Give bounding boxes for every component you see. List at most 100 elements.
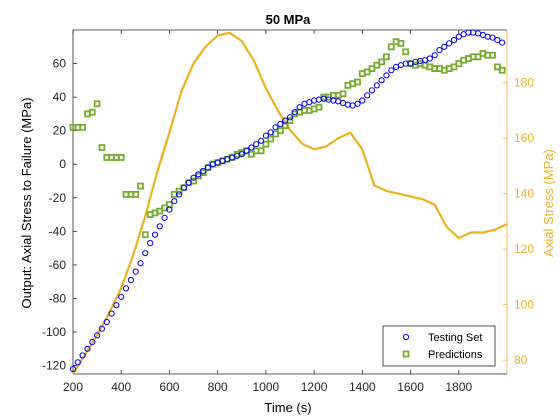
point-testing-set [446, 40, 453, 47]
chart-title: 50 MPa [266, 12, 312, 27]
point-predictions [368, 65, 376, 72]
point-predictions [402, 48, 410, 56]
point-testing-set [204, 164, 212, 171]
y-tick-label-left: -120 [42, 359, 66, 373]
x-tick-label: 1800 [445, 380, 472, 394]
point-testing-set [499, 39, 506, 46]
point-testing-set [431, 52, 438, 59]
x-tick-label: 1600 [397, 380, 424, 394]
point-testing-set [436, 47, 443, 54]
point-predictions [141, 231, 149, 239]
point-predictions [489, 51, 496, 59]
point-testing-set [262, 132, 269, 139]
point-testing-set [258, 137, 265, 144]
point-testing-set [378, 77, 385, 84]
point-testing-set [69, 365, 77, 373]
point-predictions [387, 43, 395, 51]
point-testing-set [94, 332, 101, 339]
x-tick-label: 200 [63, 380, 83, 394]
point-testing-set [122, 285, 130, 292]
y-axis-title-left: Output: Axial Stress to Failure (MPa) [19, 98, 34, 309]
x-tick-label: 600 [159, 380, 179, 394]
point-testing-set [84, 345, 91, 352]
point-predictions [339, 90, 347, 98]
axes-layer: 200 400 600 800 1000 1200 1400 1600 1800-120-100… [42, 29, 534, 394]
point-predictions [378, 58, 386, 66]
point-testing-set [354, 100, 361, 107]
point-predictions [498, 66, 506, 74]
point-testing-set [142, 250, 149, 257]
point-testing-set [282, 117, 289, 124]
y-tick-label-right: 180 [514, 76, 534, 90]
point-testing-set [238, 151, 245, 158]
legend-marker-predictions [402, 350, 410, 358]
y-axis-title-right: Axial Stress (MPa) [541, 149, 556, 257]
y-tick-label-right: 80 [514, 353, 528, 367]
point-testing-set [127, 276, 134, 284]
point-testing-set [200, 167, 207, 175]
x-tick-label: 1200 [301, 380, 328, 394]
point-testing-set [176, 191, 183, 198]
point-predictions [98, 144, 106, 151]
data-layer [69, 29, 508, 375]
point-predictions [276, 127, 284, 135]
point-predictions [257, 147, 265, 155]
y-tick-label-left: -100 [42, 325, 66, 339]
point-predictions [315, 103, 323, 111]
point-testing-set [137, 260, 144, 267]
point-predictions [132, 190, 140, 198]
point-predictions [79, 123, 86, 131]
point-predictions [117, 154, 125, 161]
y-tick-label-right: 140 [514, 187, 534, 201]
x-tick-label: 400 [111, 380, 131, 394]
point-testing-set [489, 34, 496, 41]
legend-label-predictions: Predictions [428, 349, 483, 361]
y-tick-label-left: 40 [53, 90, 67, 104]
point-testing-set [118, 293, 125, 300]
point-testing-set [359, 97, 366, 104]
point-testing-set [267, 129, 274, 136]
point-predictions [93, 100, 101, 108]
legend-marker-testing-set [402, 333, 410, 341]
point-testing-set [132, 268, 139, 275]
legend-box [382, 325, 496, 367]
point-predictions [382, 53, 390, 61]
point-testing-set [243, 147, 250, 154]
point-predictions [493, 63, 501, 71]
point-testing-set [171, 198, 178, 205]
point-testing-set [156, 223, 163, 230]
point-testing-set [383, 72, 390, 79]
point-testing-set [388, 67, 395, 74]
legend-label-testing-set: Testing Set [428, 332, 482, 344]
x-tick-label: 800 [208, 380, 228, 394]
point-testing-set [450, 37, 458, 44]
point-testing-set [195, 171, 202, 178]
x-tick-label: 1000 [253, 380, 280, 394]
point-testing-set [455, 33, 462, 40]
point-testing-set [291, 109, 298, 116]
x-axis-title: Time (s) [264, 400, 311, 415]
y-tick-label-left: 0 [59, 157, 66, 171]
y-tick-label-right: 160 [514, 131, 534, 145]
text-layer: 50 MPa Time (s) Output: Axial Stress to … [19, 12, 556, 415]
point-testing-set [272, 124, 279, 131]
point-testing-set [151, 231, 159, 238]
x-tick-label: 1400 [349, 380, 376, 394]
y-tick-label-left: 60 [53, 57, 67, 71]
point-testing-set [98, 325, 106, 332]
point-predictions [88, 108, 96, 116]
point-testing-set [286, 114, 294, 121]
point-testing-set [147, 240, 154, 247]
point-testing-set [296, 104, 303, 111]
point-testing-set [161, 214, 168, 221]
legend: Testing Set Predictions [382, 325, 496, 367]
point-testing-set [166, 206, 173, 213]
point-predictions [363, 68, 371, 76]
point-testing-set [373, 82, 380, 89]
point-testing-set [79, 352, 86, 359]
point-testing-set [190, 174, 197, 181]
y-tick-label-right: 100 [514, 298, 534, 312]
point-predictions [397, 40, 405, 47]
point-testing-set [74, 359, 81, 366]
